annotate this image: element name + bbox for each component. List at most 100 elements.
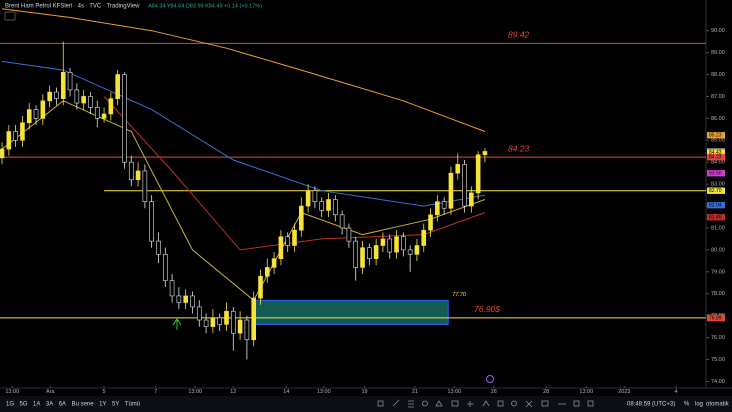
price-label: 82.04 [709, 203, 722, 209]
candle-body [13, 131, 18, 141]
candle-body [237, 319, 243, 334]
candle-body [224, 310, 229, 325]
range-button[interactable]: 1Y [99, 402, 106, 408]
candle-body [407, 249, 413, 255]
x-tick-label: 7 [154, 389, 157, 395]
candle-body [333, 199, 338, 216]
y-tick-label: 88.00 [711, 72, 725, 78]
scale-option[interactable]: log [695, 402, 703, 408]
tool-icon[interactable] [467, 401, 474, 407]
y-tick-label: 90.00 [711, 28, 725, 34]
candle-body [326, 199, 331, 211]
candle-body [312, 190, 318, 202]
x-tick-label: Ara [46, 389, 56, 395]
range-button[interactable]: Bu sene [72, 402, 95, 408]
zone-box [251, 299, 449, 325]
range-button[interactable]: 6A [59, 402, 66, 408]
tool-icon[interactable] [422, 400, 428, 407]
candle-body [441, 201, 447, 209]
candle-body [0, 148, 5, 159]
candle-body [353, 240, 359, 268]
candle-body [285, 236, 291, 246]
candle-body [101, 113, 107, 119]
price-label: 84.23 [709, 155, 722, 161]
x-tick-label: 13:00 [579, 389, 593, 395]
candle-body [210, 317, 216, 327]
y-tick-label: 76.00 [711, 335, 725, 341]
y-tick-label: 74.00 [711, 379, 725, 385]
x-tick-label: 19 [362, 389, 368, 395]
y-tick-label: 85.00 [711, 138, 725, 144]
candle-body [26, 109, 32, 124]
price-label-bg [707, 149, 725, 156]
scale-option[interactable]: % [684, 402, 690, 408]
level-label: 84.23 [508, 143, 530, 153]
tool-icon[interactable] [451, 400, 459, 407]
ohlc-readout[interactable]: A84.34 Y84.64 D83.99 K84.49 +0.14 (+0.17… [148, 3, 262, 9]
tool-icon[interactable] [587, 400, 594, 407]
candle-body [448, 172, 454, 209]
candle-body [142, 170, 148, 202]
event-icon[interactable] [486, 375, 494, 383]
candle-body [435, 201, 440, 216]
tool-icon[interactable] [511, 400, 517, 407]
candle-body [162, 253, 168, 281]
candle-body [47, 91, 52, 102]
buy-arrow [172, 318, 182, 330]
price-label-bg [707, 132, 725, 139]
tool-icon[interactable] [541, 400, 549, 407]
candle-body [156, 240, 161, 255]
price-label-bg [707, 201, 725, 209]
candle-body [196, 306, 202, 321]
range-button[interactable]: 3A [46, 402, 53, 408]
range-button[interactable]: 5G [20, 402, 28, 408]
candle-body [339, 214, 345, 229]
clock: 08:48:59 (UTC+3) [627, 402, 675, 408]
candle-body [94, 107, 100, 119]
candle-body [462, 164, 467, 207]
candle-body [414, 245, 420, 255]
range-button[interactable]: Tümü [125, 402, 140, 408]
range-button[interactable]: 1G [6, 402, 14, 408]
candle-body [271, 258, 277, 268]
scale-option[interactable]: otomatik [706, 402, 730, 408]
range-button[interactable]: 1A [33, 402, 40, 408]
candle-body [54, 91, 59, 99]
price-label: 76.89 [709, 315, 722, 321]
candle-body [203, 319, 209, 327]
price-label: 81.49 [709, 215, 722, 221]
symbol-title: Brent Ham Petrol KFSleri · 4s · TVC · Tr… [5, 4, 140, 10]
range-button[interactable]: 5Y [112, 402, 119, 408]
y-tick-label: 89.00 [711, 50, 725, 56]
candle-body [401, 236, 406, 251]
tool-icon[interactable] [573, 400, 580, 407]
candle-body [373, 245, 379, 259]
candle-body [169, 280, 175, 297]
x-tick-label: 5 [103, 389, 106, 395]
x-tick-label: 13:00 [447, 389, 461, 395]
tool-icon[interactable] [435, 400, 443, 407]
tool-icon[interactable] [392, 399, 400, 407]
candle-body [122, 74, 127, 163]
y-tick-label: 79.00 [711, 269, 725, 275]
tool-icon[interactable] [408, 400, 414, 408]
tool-icon[interactable] [377, 400, 384, 407]
y-tick-label: 75.00 [711, 357, 725, 363]
tool-icon[interactable] [482, 400, 490, 407]
collapse-button[interactable] [4, 11, 16, 21]
candle-body [149, 201, 154, 242]
tool-icon[interactable] [497, 400, 504, 407]
tool-icon[interactable] [525, 400, 533, 408]
candle-body [108, 98, 114, 115]
candle-body [360, 247, 365, 268]
candle-body [115, 74, 120, 99]
x-tick-label: 13:00 [188, 389, 202, 395]
x-tick-label: 13:00 [5, 389, 19, 395]
moving-average [1, 8, 486, 132]
candle-body [81, 96, 86, 104]
price-label-bg [707, 153, 725, 161]
candle-body [258, 275, 263, 299]
candle-body [475, 154, 481, 194]
candle-body [251, 297, 256, 341]
